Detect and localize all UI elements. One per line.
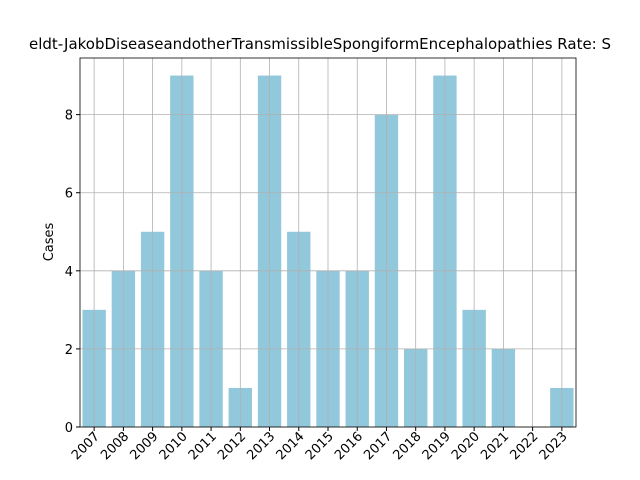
x-tick-label: 2020 xyxy=(449,429,483,463)
y-tick-label: 2 xyxy=(65,343,73,358)
x-tick-label: 2021 xyxy=(478,429,512,463)
y-tick-label: 6 xyxy=(65,187,73,202)
x-tick-label: 2023 xyxy=(537,429,571,463)
x-tick-label: 2009 xyxy=(127,429,161,463)
x-tick-label: 2008 xyxy=(98,429,132,463)
x-tick-label: 2018 xyxy=(391,429,425,463)
x-tick-label: 2017 xyxy=(361,429,395,463)
x-tick-label: 2014 xyxy=(274,429,308,463)
x-tick-label: 2011 xyxy=(186,429,220,463)
y-axis-label: Cases xyxy=(42,222,57,261)
plot-frame xyxy=(79,57,577,428)
x-tick-label: 2010 xyxy=(157,429,191,463)
chart-title: eldt-JakobDiseaseandotherTransmissibleSp… xyxy=(29,35,611,53)
x-tick-label: 2022 xyxy=(507,429,541,463)
y-tick-label: 0 xyxy=(65,421,73,436)
x-tick-label: 2019 xyxy=(420,429,454,463)
x-tick-label: 2007 xyxy=(69,429,103,463)
y-tick-label: 4 xyxy=(65,265,73,280)
x-tick-label: 2013 xyxy=(244,429,278,463)
x-tick-label: 2016 xyxy=(332,429,366,463)
x-tick-label: 2015 xyxy=(303,429,337,463)
y-tick-label: 8 xyxy=(65,109,73,124)
x-tick-label: 2012 xyxy=(215,429,249,463)
